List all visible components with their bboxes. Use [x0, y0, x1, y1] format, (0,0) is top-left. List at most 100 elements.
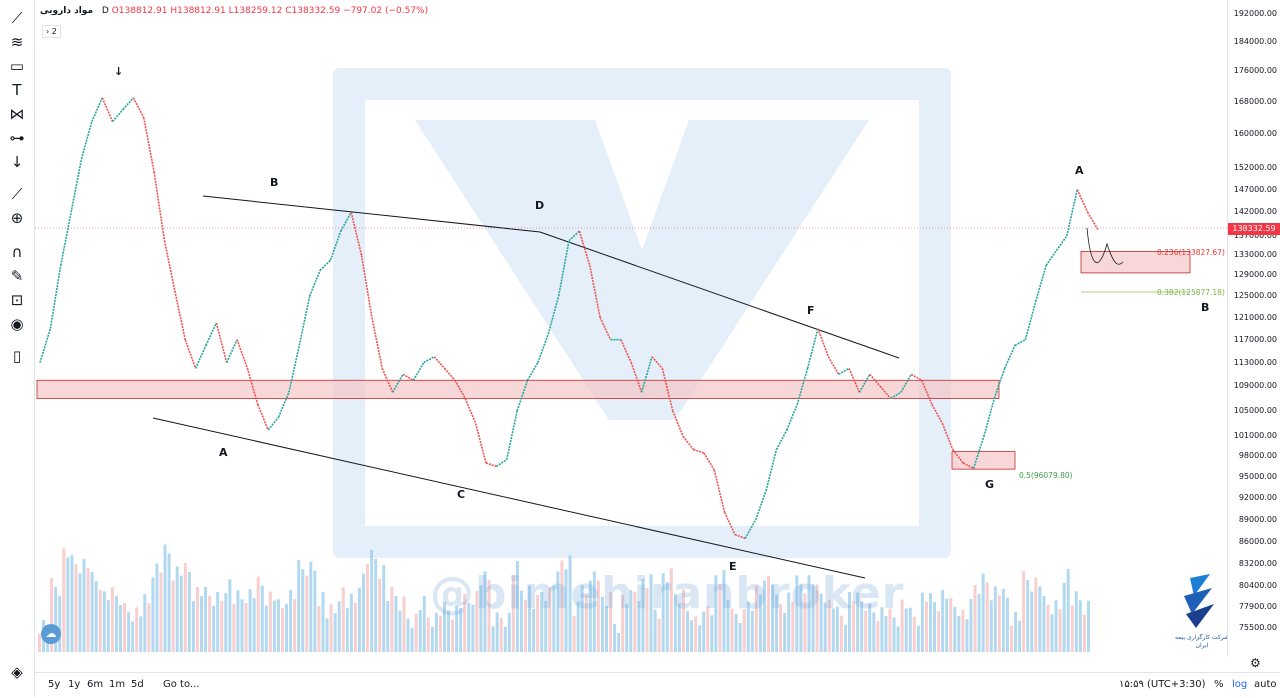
chart-area[interactable]: A B C D E F G A B ↓ 0.236(133827.67) 0.3… [35, 0, 1227, 657]
pattern-icon[interactable]: ⋈ [9, 105, 25, 123]
price-segment [194, 344, 207, 369]
layers-icon[interactable]: ◈ [11, 663, 23, 681]
volume-bar [1066, 568, 1070, 652]
volume-bar [916, 625, 920, 652]
percent-toggle[interactable]: % [1214, 679, 1224, 690]
volume-bar [524, 599, 527, 652]
price-segment [827, 356, 840, 375]
price-segment [848, 368, 861, 393]
indicators-toggle[interactable]: › 2 [42, 25, 61, 38]
volume-bar [507, 612, 511, 652]
volume-bar [1062, 582, 1066, 652]
volume-bar [135, 607, 139, 652]
clock: ۱۵:۵۹ (UTC+3:30) [1119, 679, 1206, 690]
volume-bar [70, 555, 74, 652]
trash-icon[interactable]: ▯ [12, 347, 22, 365]
volume-bar [633, 592, 637, 652]
price-segment [132, 97, 145, 118]
y-tick-label: 176000.00 [1233, 66, 1277, 76]
volume-bar [248, 589, 252, 652]
y-tick-label: 80400.00 [1238, 581, 1277, 591]
volume-bar [831, 608, 835, 652]
magnet-icon[interactable]: ∩ [11, 243, 23, 261]
symbol-legend: مواد دارویی D O138812.91 H138812.91 L138… [40, 6, 428, 16]
volume-bar [698, 625, 702, 652]
settings-icon[interactable]: ⚙ [1250, 656, 1261, 670]
interval[interactable]: D [101, 6, 109, 16]
cloud-icon[interactable]: ☁ [41, 624, 61, 644]
fib-labels: 0.236(133827.67) 0.382(125877.18) 0.5(96… [1019, 248, 1225, 480]
zoom-icon[interactable]: ⊕ [10, 209, 24, 227]
lock-draw-icon[interactable]: ✎ [10, 267, 24, 285]
volume-bar [807, 575, 811, 652]
volume-bar [665, 582, 669, 652]
volume-bar [560, 560, 564, 652]
wave-label-b1: B [270, 176, 278, 189]
price-axis[interactable]: 192000.00 184000.00 176000.00 168000.00 1600… [1227, 0, 1280, 657]
unlock-icon[interactable]: ⊡ [10, 291, 24, 309]
volume-bar [438, 615, 442, 652]
price-segment [931, 404, 944, 424]
price-chart[interactable]: A B C D E F G A B ↓ 0.236(133827.67) 0.3… [35, 0, 1227, 657]
support-zone [36, 379, 1000, 399]
volume-bar [459, 607, 463, 652]
price-segment [215, 322, 228, 363]
eye-icon[interactable]: ◉ [10, 315, 24, 333]
wave-label-f: F [807, 304, 815, 317]
fib-icon[interactable]: ≋ [10, 33, 24, 51]
price-segment [1076, 189, 1089, 213]
volume-bar [799, 584, 803, 652]
volume-bar [1005, 598, 1009, 652]
price-segment [765, 449, 778, 491]
price-segment [838, 367, 850, 376]
volume-bar [694, 616, 698, 652]
volume-bar [609, 591, 613, 652]
volume-bar [317, 606, 321, 652]
range-1y[interactable]: 1y [68, 679, 81, 690]
volume-bar [333, 613, 337, 652]
price-segment [184, 339, 197, 369]
volume-bar [426, 617, 430, 652]
price-segment [879, 385, 892, 399]
range-5d[interactable]: 5d [131, 679, 144, 690]
range-6m[interactable]: 6m [87, 679, 104, 690]
goto-button[interactable]: Go to... [163, 679, 200, 690]
symbol-name[interactable]: مواد دارویی [40, 6, 94, 16]
volume-bar [965, 619, 969, 652]
volume-bar [62, 548, 66, 652]
volume-bar [362, 573, 365, 652]
volume-bar [973, 585, 977, 652]
broker-logo-text: شرکت کارگزاری بیمه ایران [1174, 634, 1230, 649]
price-segment [537, 333, 550, 363]
auto-toggle[interactable]: auto [1254, 679, 1277, 690]
volume-bar [483, 571, 487, 652]
prediction-icon[interactable]: ⊶ [9, 129, 25, 147]
price-segment [671, 410, 684, 437]
volume-bar [985, 582, 989, 652]
range-5y[interactable]: 5y [48, 679, 61, 690]
volume-bar [949, 597, 953, 652]
volume-bar [386, 601, 390, 652]
trend-line-icon[interactable]: ⟋ [11, 9, 23, 27]
volume-bar [783, 612, 787, 652]
volume-bar [532, 608, 536, 652]
log-toggle[interactable]: log [1232, 679, 1248, 690]
price-segment [1086, 211, 1099, 231]
range-1m[interactable]: 1m [109, 679, 126, 690]
text-icon[interactable]: T [12, 81, 22, 99]
volume-bar [479, 585, 483, 652]
price-segment [1003, 344, 1016, 369]
volume-bar [779, 603, 783, 652]
ruler-icon[interactable]: ⟋ [11, 185, 23, 203]
volume-bar [1014, 611, 1018, 652]
rectangle-icon[interactable]: ▭ [9, 57, 25, 75]
volume-bar [175, 566, 179, 652]
volume-bar [540, 592, 544, 652]
volume-bar [621, 595, 625, 652]
volume-bar [868, 603, 872, 652]
volume-bar [576, 601, 580, 652]
price-segment [630, 362, 643, 393]
arrow-down-icon[interactable]: ↓ [10, 153, 24, 171]
volume-bar [584, 594, 588, 652]
volume-bar [677, 603, 681, 652]
